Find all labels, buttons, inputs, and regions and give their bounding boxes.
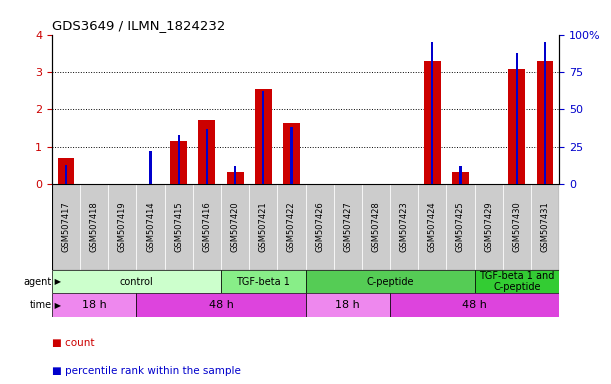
Text: GSM507431: GSM507431 bbox=[541, 202, 549, 252]
Bar bbox=[508, 69, 525, 184]
Bar bbox=[290, 127, 293, 184]
Bar bbox=[390, 184, 418, 270]
Bar bbox=[424, 61, 441, 184]
Text: 48 h: 48 h bbox=[208, 300, 233, 310]
Bar bbox=[306, 293, 390, 317]
Bar bbox=[516, 53, 518, 184]
Bar bbox=[334, 184, 362, 270]
Bar bbox=[108, 184, 136, 270]
Text: GSM507422: GSM507422 bbox=[287, 202, 296, 252]
Bar bbox=[164, 184, 193, 270]
Bar bbox=[206, 129, 208, 184]
Bar bbox=[447, 184, 475, 270]
Bar bbox=[249, 184, 277, 270]
Bar bbox=[227, 172, 244, 184]
Bar bbox=[390, 293, 559, 317]
Bar bbox=[199, 120, 215, 184]
Bar bbox=[170, 141, 187, 184]
Text: GSM507415: GSM507415 bbox=[174, 202, 183, 252]
Bar bbox=[221, 184, 249, 270]
Text: ▶: ▶ bbox=[52, 277, 61, 286]
Bar bbox=[52, 293, 136, 317]
Bar bbox=[136, 184, 164, 270]
Text: GSM507418: GSM507418 bbox=[90, 202, 99, 252]
Text: ■ percentile rank within the sample: ■ percentile rank within the sample bbox=[52, 366, 241, 376]
Text: GDS3649 / ILMN_1824232: GDS3649 / ILMN_1824232 bbox=[52, 19, 225, 32]
Bar bbox=[306, 270, 475, 293]
Text: GSM507426: GSM507426 bbox=[315, 202, 324, 252]
Bar bbox=[234, 166, 236, 184]
Bar bbox=[65, 165, 67, 184]
Bar bbox=[221, 270, 306, 293]
Text: TGF-beta 1 and
C-peptide: TGF-beta 1 and C-peptide bbox=[479, 271, 555, 292]
Text: GSM507414: GSM507414 bbox=[146, 202, 155, 252]
Bar bbox=[475, 184, 503, 270]
Bar bbox=[418, 184, 447, 270]
Text: GSM507424: GSM507424 bbox=[428, 202, 437, 252]
Bar bbox=[475, 270, 559, 293]
Text: 18 h: 18 h bbox=[335, 300, 360, 310]
Bar bbox=[80, 184, 108, 270]
Text: control: control bbox=[120, 276, 153, 286]
Text: GSM507417: GSM507417 bbox=[62, 202, 70, 252]
Text: GSM507425: GSM507425 bbox=[456, 202, 465, 252]
Text: TGF-beta 1: TGF-beta 1 bbox=[236, 276, 290, 286]
Bar bbox=[531, 184, 559, 270]
Bar bbox=[544, 42, 546, 184]
Bar bbox=[193, 184, 221, 270]
Text: ■ count: ■ count bbox=[52, 338, 95, 348]
Text: GSM507423: GSM507423 bbox=[400, 202, 409, 252]
Bar bbox=[255, 89, 272, 184]
Text: GSM507428: GSM507428 bbox=[371, 202, 381, 252]
Bar bbox=[136, 293, 306, 317]
Bar bbox=[283, 123, 300, 184]
Bar bbox=[52, 184, 80, 270]
Text: GSM507430: GSM507430 bbox=[512, 202, 521, 252]
Text: C-peptide: C-peptide bbox=[366, 276, 414, 286]
Bar bbox=[362, 184, 390, 270]
Bar bbox=[452, 172, 469, 184]
Bar bbox=[277, 184, 306, 270]
Bar bbox=[52, 270, 221, 293]
Text: time: time bbox=[30, 300, 52, 310]
Text: 18 h: 18 h bbox=[82, 300, 106, 310]
Text: GSM507420: GSM507420 bbox=[230, 202, 240, 252]
Text: GSM507429: GSM507429 bbox=[484, 202, 493, 252]
Bar bbox=[178, 135, 180, 184]
Text: GSM507419: GSM507419 bbox=[118, 202, 127, 252]
Text: GSM507416: GSM507416 bbox=[202, 202, 211, 252]
Text: ▶: ▶ bbox=[52, 301, 61, 310]
Text: GSM507421: GSM507421 bbox=[258, 202, 268, 252]
Text: agent: agent bbox=[24, 276, 52, 286]
Bar bbox=[262, 91, 265, 184]
Bar bbox=[431, 42, 433, 184]
Bar bbox=[306, 184, 334, 270]
Bar bbox=[503, 184, 531, 270]
Bar bbox=[459, 166, 461, 184]
Bar bbox=[150, 151, 152, 184]
Bar bbox=[536, 61, 554, 184]
Text: GSM507427: GSM507427 bbox=[343, 202, 353, 252]
Bar bbox=[57, 158, 75, 184]
Text: 48 h: 48 h bbox=[462, 300, 487, 310]
